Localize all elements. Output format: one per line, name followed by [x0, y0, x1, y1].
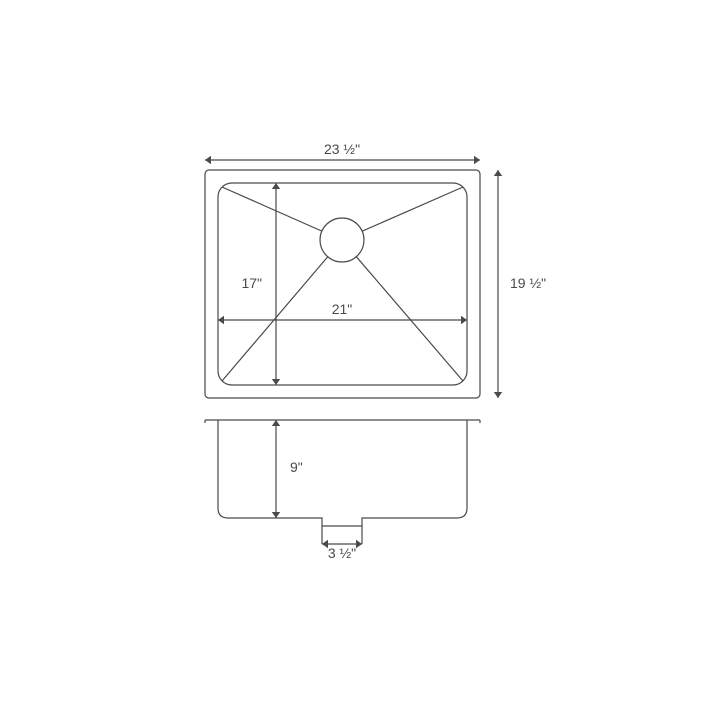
sink-dimension-diagram: 23 ½" 19 ½" 17" 21" 9" 3 ½" [0, 0, 720, 720]
drain-circle [320, 218, 364, 262]
dim-inner-width: 21" [332, 301, 353, 317]
crease-line [356, 257, 463, 381]
dim-depth: 9" [290, 459, 303, 475]
dim-outer-width: 23 ½" [324, 141, 360, 157]
crease-line [222, 187, 322, 231]
dim-drain-size: 3 ½" [328, 545, 356, 561]
crease-line [222, 257, 328, 381]
side-view-bowl-profile [218, 420, 467, 526]
crease-line [362, 187, 463, 231]
dim-outer-height: 19 ½" [510, 275, 546, 291]
dim-inner-height: 17" [241, 275, 262, 291]
